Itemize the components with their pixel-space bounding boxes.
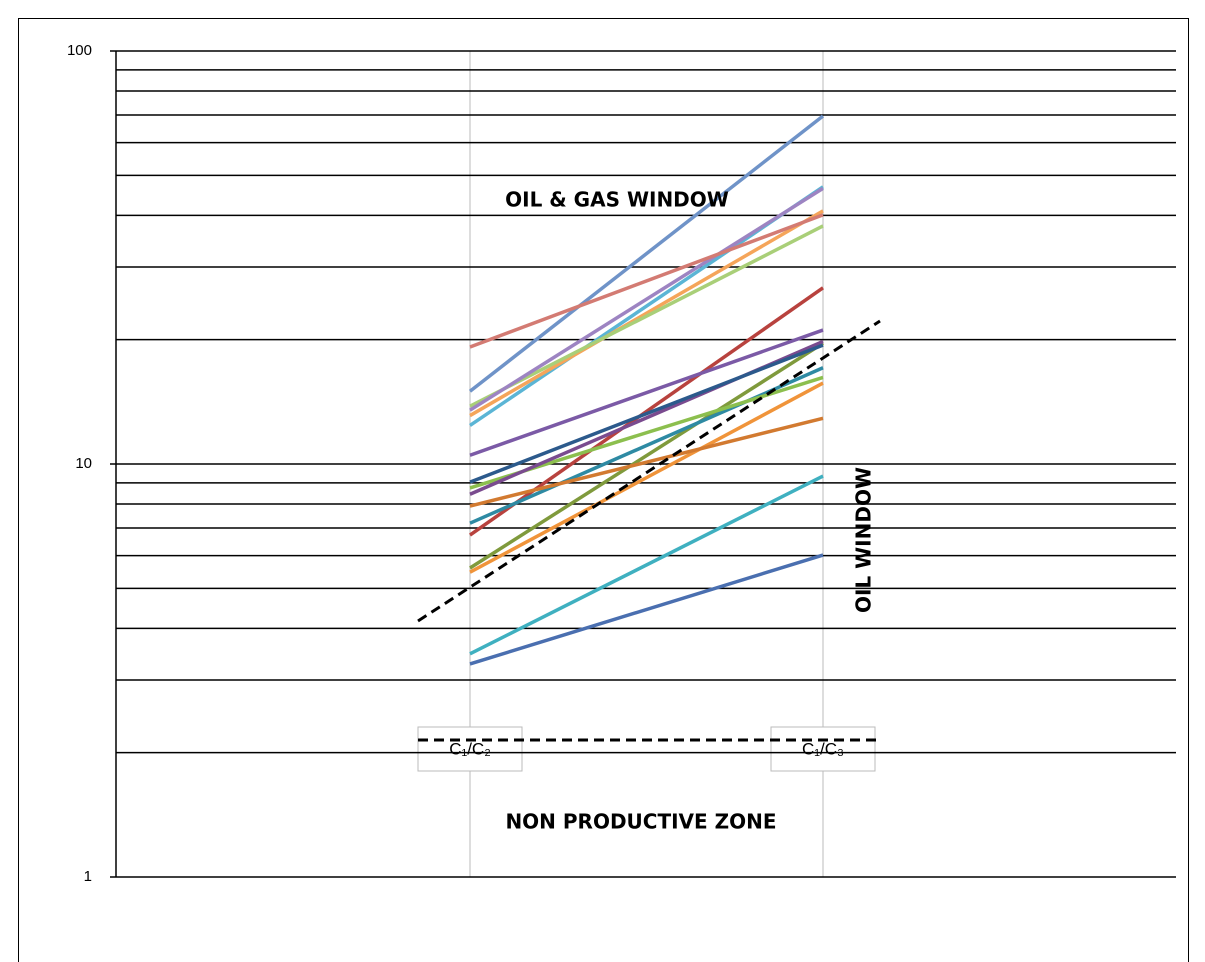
series-line xyxy=(469,341,824,570)
x-tick-label: C₁/C₂ xyxy=(449,739,491,758)
annotation: NON PRODUCTIVE ZONE xyxy=(505,810,776,834)
frame xyxy=(18,18,1189,962)
y-tick-label: 100 xyxy=(67,42,92,59)
series-line xyxy=(469,474,824,656)
annotation: OIL WINDOW xyxy=(852,467,876,613)
series-line xyxy=(469,186,824,412)
series-line xyxy=(469,366,824,525)
series-line xyxy=(469,328,824,457)
series-line xyxy=(469,343,824,484)
series-line xyxy=(469,553,824,666)
series-line xyxy=(468,114,825,393)
annotation: OIL & GAS WINDOW xyxy=(505,188,729,212)
oil-window-boundary xyxy=(417,319,881,623)
category-label-box xyxy=(770,726,876,772)
series-line xyxy=(469,381,824,574)
series-line xyxy=(469,224,824,408)
series-line xyxy=(469,209,824,418)
series-line xyxy=(469,416,824,508)
series-line xyxy=(468,286,825,537)
y-tick-label: 1 xyxy=(84,868,92,885)
series-line xyxy=(469,213,824,349)
category-label-box xyxy=(417,726,523,772)
y-tick-label: 10 xyxy=(75,455,92,472)
x-tick-label: C₁/C₃ xyxy=(802,739,844,758)
